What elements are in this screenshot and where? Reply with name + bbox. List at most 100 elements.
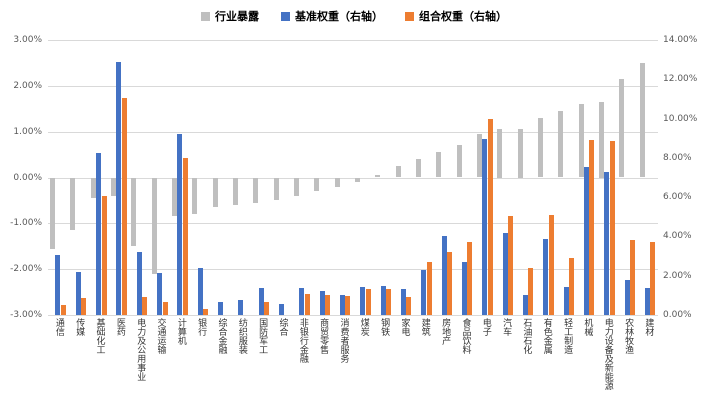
bar-benchmark: [258, 288, 264, 315]
category-cluster: [231, 40, 251, 315]
bar-portfolio: [467, 242, 473, 315]
right-axis-tick: 10.00%: [663, 113, 698, 124]
gridline: [48, 315, 658, 316]
bar-benchmark: [502, 232, 508, 315]
category-label-text: 钢铁: [379, 318, 390, 336]
category-label-text: 基础化工: [94, 318, 105, 354]
bar-exposure: [334, 177, 340, 187]
bar-benchmark: [238, 300, 244, 315]
bars-container: [48, 40, 658, 315]
bar-benchmark: [96, 152, 102, 315]
legend-item-benchmark: 基准权重（右轴）: [281, 8, 383, 24]
bar-benchmark: [462, 261, 468, 315]
bar-benchmark: [197, 267, 203, 315]
bar-portfolio: [630, 240, 636, 315]
bar-benchmark: [624, 279, 630, 315]
gridline: [48, 40, 658, 41]
right-axis-tick: 8.00%: [663, 152, 692, 163]
right-axis-tick: 12.00%: [663, 74, 698, 85]
category-label-text: 综合: [277, 318, 288, 336]
bar-exposure: [375, 175, 381, 178]
bar-exposure: [639, 62, 645, 178]
category-label-text: 有色金属: [541, 318, 552, 354]
category-cluster: [353, 40, 373, 315]
category-cluster: [434, 40, 454, 315]
gridline: [48, 223, 658, 225]
category-label: 电力及公用事业: [129, 318, 149, 408]
left-axis-tick: -2.00%: [10, 264, 42, 275]
bar-exposure: [537, 117, 543, 178]
bar-exposure: [70, 177, 76, 231]
bar-exposure: [456, 145, 462, 178]
legend-swatch-blue: [281, 11, 290, 21]
bar-portfolio: [304, 294, 310, 315]
category-cluster: [597, 40, 617, 315]
category-cluster: [251, 40, 271, 315]
bar-portfolio: [406, 297, 412, 315]
category-label-text: 计算机: [175, 318, 186, 345]
category-cluster: [333, 40, 353, 315]
bar-exposure: [619, 78, 625, 178]
bar-portfolio: [609, 141, 615, 315]
category-label: 建筑: [414, 318, 434, 408]
category-label-text: 建材: [643, 318, 654, 336]
category-label: 建材: [638, 318, 658, 408]
bar-exposure: [517, 129, 523, 178]
bar-exposure: [50, 177, 56, 249]
category-cluster: [373, 40, 393, 315]
category-cluster: [129, 40, 149, 315]
category-cluster: [536, 40, 556, 315]
category-cluster: [312, 40, 332, 315]
left-axis-tick: 1.00%: [13, 126, 42, 137]
bar-portfolio: [508, 215, 514, 315]
category-label: 轻工制造: [556, 318, 576, 408]
x-axis-labels: 通信 传媒 基础化工 医药 电力及公用事业 交通运输 计算机 银行 综合金融 纺织服装 国防军工 综合…: [48, 318, 658, 408]
category-label-text: 汽车: [501, 318, 512, 336]
bar-exposure: [233, 177, 239, 205]
category-label-text: 非银行金融: [297, 318, 308, 363]
gridline: [48, 269, 658, 271]
bar-exposure: [497, 129, 503, 178]
category-cluster: [638, 40, 658, 315]
legend-label-benchmark: 基准权重（右轴）: [295, 10, 383, 23]
bar-benchmark: [319, 291, 325, 315]
category-label-text: 农林牧渔: [623, 318, 634, 354]
category-label: 纺织服装: [231, 318, 251, 408]
category-cluster: [394, 40, 414, 315]
category-label: 医药: [109, 318, 129, 408]
bar-exposure: [192, 177, 198, 215]
bar-portfolio: [548, 214, 554, 315]
bar-portfolio: [345, 296, 351, 315]
category-label-text: 传媒: [74, 318, 85, 336]
category-cluster: [455, 40, 475, 315]
legend-swatch-gray: [201, 11, 210, 21]
bar-benchmark: [604, 171, 610, 315]
bar-portfolio: [162, 302, 168, 315]
category-cluster: [516, 40, 536, 315]
category-label-text: 综合金融: [216, 318, 227, 354]
category-label: 机械: [577, 318, 597, 408]
category-label-text: 通信: [53, 318, 64, 336]
bar-benchmark: [563, 286, 569, 315]
bar-benchmark: [401, 289, 407, 315]
category-cluster: [170, 40, 190, 315]
category-label: 汽车: [495, 318, 515, 408]
bar-portfolio: [81, 298, 87, 315]
category-cluster: [617, 40, 637, 315]
gridline: [48, 177, 658, 179]
category-label-text: 家电: [399, 318, 410, 336]
right-axis-tick: 0.00%: [663, 310, 692, 320]
bar-benchmark: [523, 295, 528, 315]
category-cluster: [48, 40, 68, 315]
bar-benchmark: [279, 304, 285, 315]
category-cluster: [292, 40, 312, 315]
bar-exposure: [111, 177, 117, 196]
category-cluster: [556, 40, 576, 315]
bar-exposure: [273, 177, 279, 201]
category-label-text: 电子: [480, 318, 491, 336]
bar-exposure: [253, 177, 259, 203]
bar-benchmark: [644, 287, 650, 315]
category-cluster: [495, 40, 515, 315]
left-axis-tick: 2.00%: [13, 80, 42, 91]
